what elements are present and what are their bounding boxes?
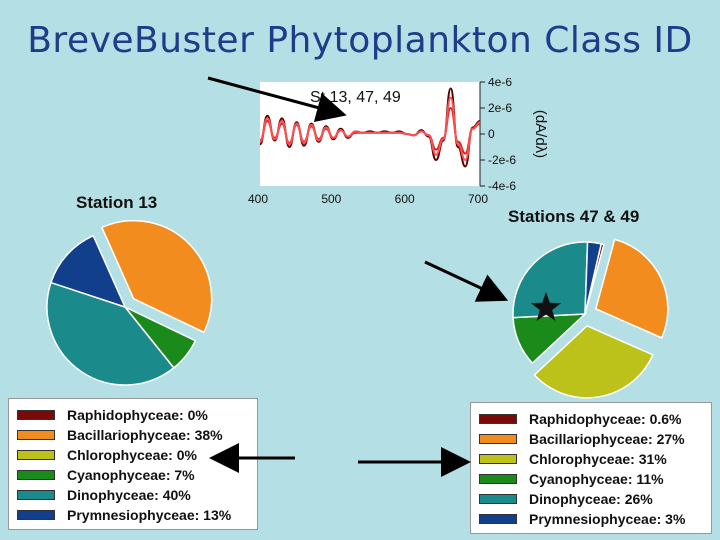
legend-item: Bacillariophyceae: 27% bbox=[479, 429, 703, 449]
spectrum-ylabel: (dA/dλ) bbox=[532, 110, 549, 158]
spectrum-x-tick-label: 500 bbox=[321, 192, 341, 206]
spectrum-ticks: 4e-6 2e-6 0 -2e-6 -4e-6 400 500 600 700 bbox=[248, 78, 516, 206]
spectrum-series-line bbox=[259, 87, 481, 168]
legend-label: Prymnesiophyceae: 13% bbox=[67, 507, 232, 523]
legend-item: Chlorophyceae: 0% bbox=[17, 445, 249, 465]
slide-title: BreveBuster Phytoplankton Class ID bbox=[27, 20, 693, 61]
pie-title-station-13: Station 13 bbox=[76, 193, 158, 212]
legend-item: Cyanophyceae: 11% bbox=[479, 469, 703, 489]
legend-swatch bbox=[17, 490, 55, 500]
spectrum-y-tick-label: -2e-6 bbox=[488, 153, 516, 167]
legend-swatch bbox=[17, 470, 55, 480]
spectrum-plot-area bbox=[260, 82, 480, 186]
pie-slice-prymnesiophyceae bbox=[584, 241, 603, 315]
legend-label: Prymnesiophyceae: 3% bbox=[529, 511, 686, 527]
arrow-icon bbox=[207, 76, 347, 123]
legend-item: Bacillariophyceae: 38% bbox=[17, 425, 249, 445]
pie-slice-dinophyceae bbox=[512, 241, 589, 319]
legend-swatch bbox=[479, 514, 517, 524]
legend-label: Bacillariophyceae: 27% bbox=[529, 431, 685, 447]
pie-title-stations-47-49: Stations 47 & 49 bbox=[508, 207, 640, 226]
pie-slice-prymnesiophyceae bbox=[49, 234, 127, 309]
pie-station-13 bbox=[46, 219, 213, 386]
legend-label: Dinophyceae: 40% bbox=[67, 487, 191, 503]
spectrum-x-tick-label: 400 bbox=[248, 192, 268, 206]
legend-label: Raphidophyceae: 0% bbox=[67, 407, 208, 423]
legend-label: Cyanophyceae: 11% bbox=[529, 471, 664, 487]
legend-label: Bacillariophyceae: 38% bbox=[67, 427, 223, 443]
legend-swatch bbox=[479, 494, 517, 504]
legend-swatch bbox=[17, 430, 55, 440]
legend-item: Raphidophyceae: 0% bbox=[17, 405, 249, 425]
legend-label: Dinophyceae: 26% bbox=[529, 491, 653, 507]
legend-swatch bbox=[17, 510, 55, 520]
pie-slice-dinophyceae bbox=[46, 281, 175, 386]
pie-slice-chlorophyceae bbox=[533, 324, 654, 399]
spectrum-x-tick-label: 600 bbox=[395, 192, 415, 206]
legend-label: Raphidophyceae: 0.6% bbox=[529, 411, 682, 427]
legend-item: Chlorophyceae: 31% bbox=[479, 449, 703, 469]
legend-label: Chlorophyceae: 31% bbox=[529, 451, 667, 467]
legend-item: Cyanophyceae: 7% bbox=[17, 465, 249, 485]
pie-slice-bacillariophyceae bbox=[100, 219, 213, 334]
legend-swatch bbox=[479, 414, 517, 424]
legend-item: Prymnesiophyceae: 3% bbox=[479, 509, 703, 529]
legend-label: Cyanophyceae: 7% bbox=[67, 467, 195, 483]
legend-swatch bbox=[479, 474, 517, 484]
pie-stations-47-49 bbox=[512, 238, 669, 399]
spectrum-y-tick-label: 4e-6 bbox=[488, 78, 512, 89]
spectrum-series bbox=[259, 87, 481, 168]
legend-item: Dinophyceae: 26% bbox=[479, 489, 703, 509]
pie-slice-bacillariophyceae bbox=[594, 238, 669, 339]
spectrum-y-tick-label: -4e-6 bbox=[488, 179, 516, 193]
star-icon bbox=[530, 292, 562, 321]
legend-stations-47-49: Raphidophyceae: 0.6% Bacillariophyceae: 2… bbox=[470, 402, 712, 534]
legend-item: Prymnesiophyceae: 13% bbox=[17, 505, 249, 525]
legend-swatch bbox=[17, 450, 55, 460]
spectrum-y-tick-label: 2e-6 bbox=[488, 101, 512, 115]
legend-label: Chlorophyceae: 0% bbox=[67, 447, 197, 463]
legend-swatch bbox=[479, 454, 517, 464]
legend-item: Raphidophyceae: 0.6% bbox=[479, 409, 703, 429]
spectrum-x-tick-label: 700 bbox=[468, 192, 488, 206]
legend-item: Dinophyceae: 40% bbox=[17, 485, 249, 505]
legend-swatch bbox=[479, 434, 517, 444]
spectrum-series-line bbox=[259, 96, 481, 162]
spectrum-y-tick-label: 0 bbox=[488, 127, 495, 141]
legend-swatch bbox=[17, 410, 55, 420]
arrow-icon bbox=[424, 260, 509, 302]
